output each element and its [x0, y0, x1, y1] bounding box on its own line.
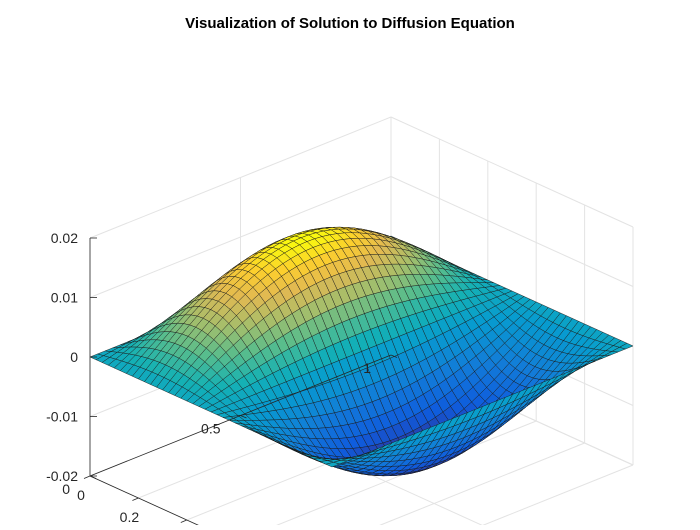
z-tick-label: 0.01: [51, 290, 78, 306]
y-tick-label: 0: [62, 481, 70, 497]
x-tick-label: 0: [77, 487, 85, 503]
z-tick-label: -0.01: [46, 409, 78, 425]
chart-title: Visualization of Solution to Diffusion E…: [0, 15, 700, 32]
gridline-wall-z: [391, 117, 633, 227]
z-tick-label: 0.02: [51, 230, 78, 246]
z-tick-label: 0: [70, 349, 78, 365]
x-tick: [181, 520, 187, 523]
x-tick: [132, 498, 138, 501]
x-tick: [84, 476, 90, 479]
x-tick-label: 0.2: [120, 509, 140, 525]
y-tick-label: 0.5: [201, 421, 221, 437]
y-tick-label: 1: [363, 360, 371, 376]
